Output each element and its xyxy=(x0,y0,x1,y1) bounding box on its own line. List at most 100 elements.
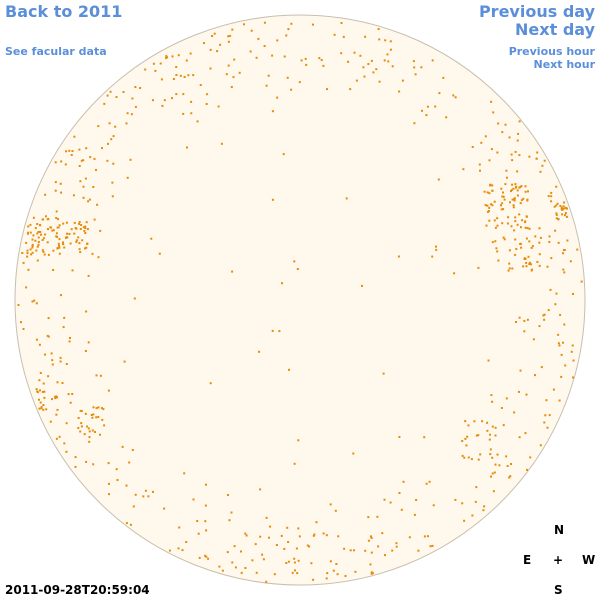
facula-point xyxy=(510,189,513,192)
facula-point xyxy=(502,191,504,194)
facula-point xyxy=(286,76,289,79)
facula-point xyxy=(553,205,556,208)
facula-point xyxy=(510,153,513,156)
facula-point xyxy=(91,429,94,432)
back-to-year-link[interactable]: Back to 2011 xyxy=(5,2,123,21)
compass-center-marker: + xyxy=(553,553,564,567)
facula-point xyxy=(470,458,473,461)
facula-point xyxy=(552,388,555,391)
facula-point xyxy=(463,456,466,459)
facula-point xyxy=(231,28,234,31)
facula-point xyxy=(197,532,200,535)
facula-point xyxy=(56,226,59,229)
facula-point xyxy=(60,294,62,297)
facula-point xyxy=(190,100,193,103)
compass-south-label: S xyxy=(554,583,563,597)
facula-point xyxy=(82,185,85,188)
facula-point xyxy=(530,263,532,266)
facula-point xyxy=(199,84,202,86)
facula-point xyxy=(85,310,88,313)
facula-point xyxy=(305,63,308,66)
facula-point xyxy=(220,142,223,145)
facula-point xyxy=(30,253,33,256)
facula-point xyxy=(480,141,483,144)
facula-point xyxy=(112,162,115,165)
facula-point xyxy=(283,547,286,550)
facula-point xyxy=(244,532,247,535)
facula-point xyxy=(370,59,373,62)
facula-point xyxy=(505,397,508,400)
facula-point xyxy=(518,213,521,216)
facula-point xyxy=(58,435,61,438)
facula-point xyxy=(77,417,80,419)
facula-point xyxy=(68,340,71,343)
facula-point xyxy=(84,412,87,415)
facula-point xyxy=(515,321,517,323)
facula-point xyxy=(526,198,529,201)
facula-point xyxy=(294,569,296,572)
facula-point xyxy=(126,112,129,115)
facula-point xyxy=(54,181,57,184)
facula-point xyxy=(40,233,42,236)
facula-point xyxy=(453,272,456,275)
previous-day-link[interactable]: Previous day xyxy=(478,2,595,21)
facula-point xyxy=(511,267,514,270)
facula-point xyxy=(115,96,118,98)
facula-point xyxy=(502,236,505,239)
facula-point xyxy=(56,235,59,238)
facula-point xyxy=(57,242,60,245)
facula-point xyxy=(417,549,420,552)
facula-point xyxy=(543,159,546,162)
facula-point xyxy=(261,553,264,556)
facula-point xyxy=(554,303,557,306)
facula-point xyxy=(74,465,77,468)
facula-point xyxy=(25,241,28,244)
facula-point xyxy=(91,252,94,255)
facula-point xyxy=(426,105,429,108)
facula-point xyxy=(152,99,154,102)
facula-point xyxy=(131,97,134,100)
facula-point xyxy=(44,193,47,196)
facula-point xyxy=(131,449,134,451)
facula-point xyxy=(68,149,71,152)
facula-point xyxy=(315,521,318,524)
facula-point xyxy=(546,426,549,429)
facula-point xyxy=(442,76,445,79)
facula-point xyxy=(56,247,59,250)
facula-point xyxy=(564,212,567,215)
facula-point xyxy=(259,535,262,538)
facula-point xyxy=(77,427,80,429)
faculae-points xyxy=(17,21,583,583)
facula-point xyxy=(501,222,504,225)
facula-point xyxy=(343,547,346,550)
facular-data-link[interactable]: See facular data xyxy=(5,45,107,58)
facula-point xyxy=(345,197,348,200)
facula-point xyxy=(486,191,489,194)
next-day-link[interactable]: Next day xyxy=(515,20,595,39)
facula-point xyxy=(471,146,474,148)
facula-point xyxy=(39,401,42,404)
facula-point xyxy=(198,556,201,559)
facula-point xyxy=(312,534,315,537)
facula-point xyxy=(497,122,500,125)
facula-point xyxy=(59,182,62,185)
facula-point xyxy=(445,116,448,119)
facula-point xyxy=(367,539,370,542)
facula-point xyxy=(161,104,164,107)
facula-point xyxy=(29,231,32,234)
facula-point xyxy=(516,189,519,192)
facula-point xyxy=(276,96,279,99)
facula-point xyxy=(75,240,78,243)
facula-point xyxy=(347,60,350,63)
facula-point xyxy=(219,43,222,46)
facula-point xyxy=(47,375,50,378)
facula-point xyxy=(548,241,551,243)
next-hour-link[interactable]: Next hour xyxy=(533,58,596,71)
facula-point xyxy=(52,269,55,271)
facula-point xyxy=(310,562,313,565)
facula-point xyxy=(32,234,35,237)
previous-hour-link[interactable]: Previous hour xyxy=(508,45,595,58)
facula-point xyxy=(47,253,50,256)
facula-point xyxy=(221,569,224,572)
facula-point xyxy=(564,364,567,367)
